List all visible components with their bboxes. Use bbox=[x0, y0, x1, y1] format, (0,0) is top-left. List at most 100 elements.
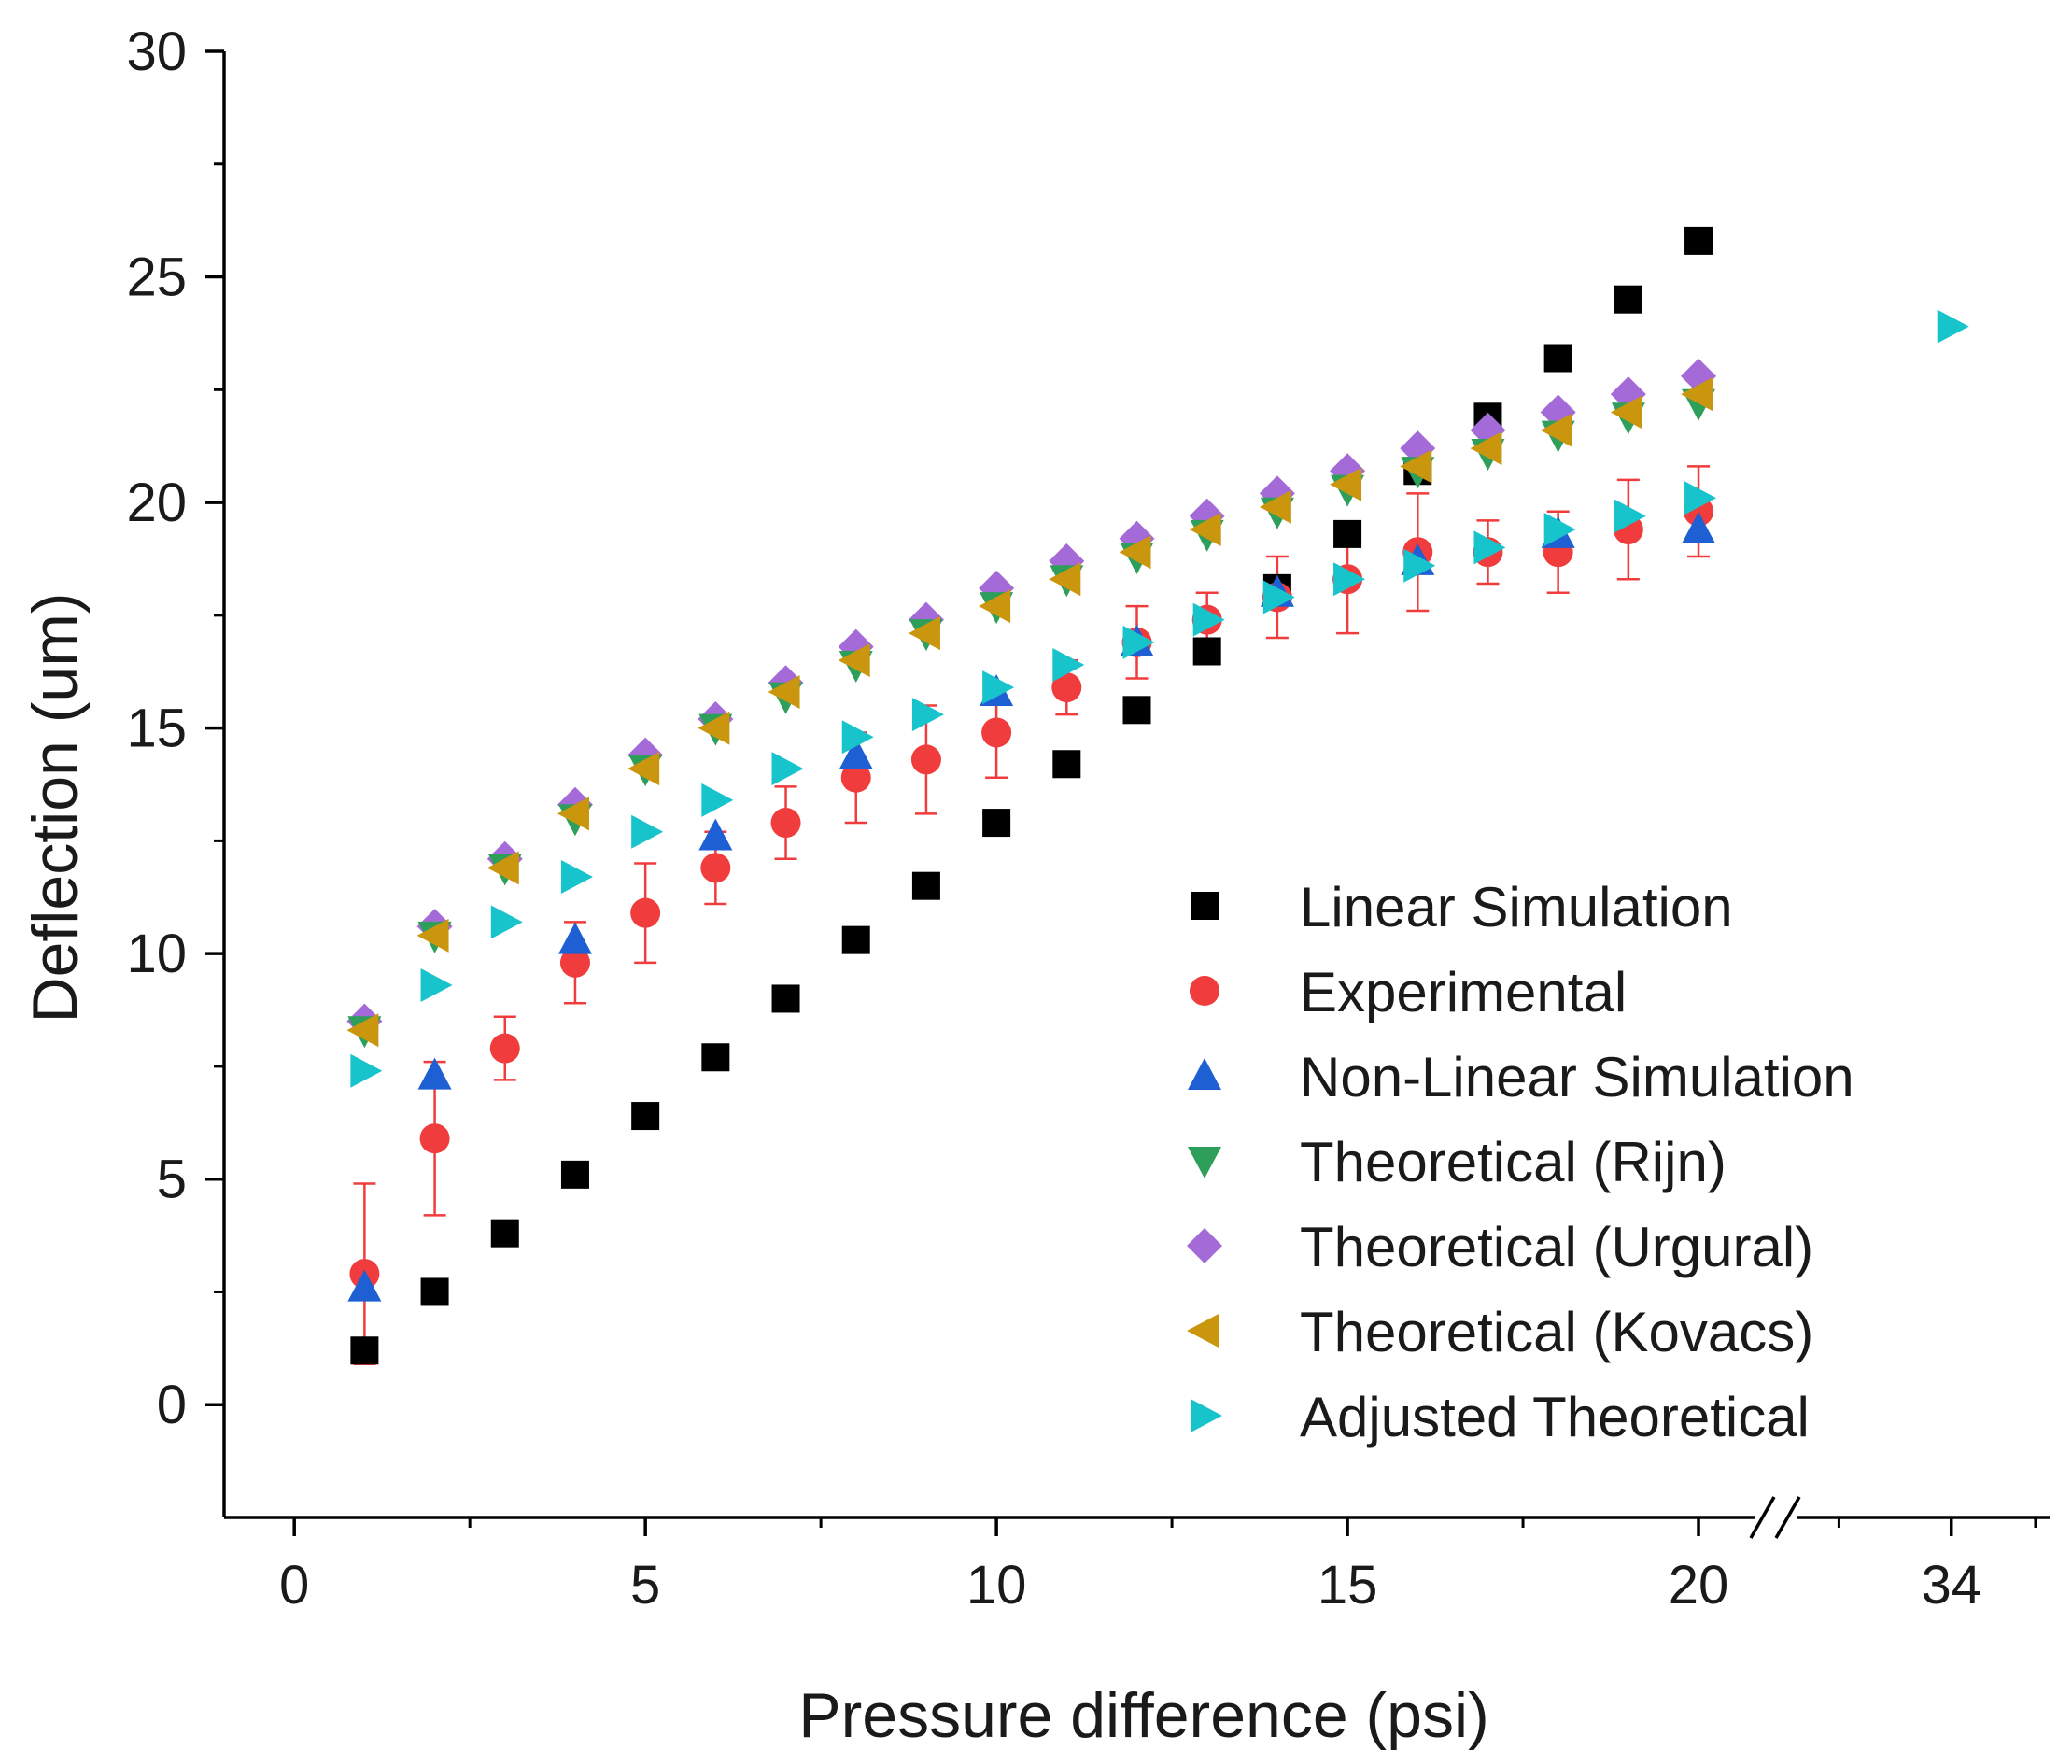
point-linear-simulation bbox=[982, 809, 1011, 838]
point-linear-simulation bbox=[631, 1102, 660, 1131]
y-axis-label: Deflection (um) bbox=[20, 592, 91, 1023]
axis-break-slash bbox=[1774, 1496, 1801, 1539]
point-theoretical-kovacs bbox=[1400, 449, 1432, 484]
point-theoretical-kovacs bbox=[979, 589, 1011, 624]
point-linear-simulation bbox=[490, 1219, 519, 1248]
point-linear-simulation bbox=[560, 1160, 589, 1189]
point-adjusted-theoretical bbox=[1192, 602, 1225, 637]
point-adjusted-theoretical bbox=[1122, 625, 1155, 659]
legend-label-theoretical-kovacs: Theoretical (Kovacs) bbox=[1300, 1301, 1813, 1363]
legend-marker-theoretical-urgural bbox=[1187, 1228, 1222, 1263]
point-theoretical-kovacs bbox=[1540, 413, 1572, 447]
point-theoretical-kovacs bbox=[1189, 513, 1221, 547]
point-linear-simulation bbox=[1052, 750, 1081, 779]
data-markers bbox=[346, 226, 1969, 1365]
legend-label-non-linear-simulation: Non-Linear Simulation bbox=[1300, 1046, 1854, 1108]
axis-break-slash bbox=[1749, 1496, 1776, 1539]
point-theoretical-kovacs bbox=[908, 616, 940, 651]
point-linear-simulation bbox=[1614, 285, 1642, 314]
legend-marker-theoretical-kovacs bbox=[1187, 1314, 1219, 1348]
legend-label-experimental: Experimental bbox=[1300, 961, 1627, 1023]
legend-marker-linear-simulation bbox=[1191, 892, 1219, 920]
point-linear-simulation bbox=[911, 871, 940, 900]
point-linear-simulation bbox=[771, 984, 800, 1013]
point-experimental bbox=[1051, 672, 1082, 703]
ticks-layer: 0 5 10 15 20 25 30 0 5 10 15 20 34 bbox=[126, 21, 2037, 1616]
y-tick-label: 25 bbox=[126, 247, 187, 308]
point-adjusted-theoretical bbox=[841, 720, 874, 755]
y-tick-label: 10 bbox=[126, 924, 187, 984]
point-adjusted-theoretical bbox=[490, 905, 523, 939]
y-tick-label: 20 bbox=[126, 473, 187, 533]
x-tick-label: 20 bbox=[1669, 1555, 1729, 1616]
point-linear-simulation bbox=[350, 1336, 379, 1365]
point-linear-simulation bbox=[1192, 637, 1221, 666]
point-theoretical-kovacs bbox=[486, 851, 519, 885]
point-adjusted-theoretical bbox=[1937, 309, 1969, 344]
point-adjusted-theoretical bbox=[1403, 548, 1436, 583]
point-experimental bbox=[419, 1123, 450, 1154]
legend-marker-adjusted-theoretical bbox=[1191, 1399, 1222, 1432]
point-adjusted-theoretical bbox=[631, 814, 664, 849]
x-tick-label: 34 bbox=[1921, 1555, 1981, 1616]
legend: Linear Simulation Experimental Non-Linear … bbox=[1187, 876, 1854, 1448]
point-adjusted-theoretical bbox=[1543, 513, 1576, 547]
y-tick-label: 30 bbox=[126, 21, 187, 82]
legend-label-theoretical-rijn: Theoretical (Rijn) bbox=[1300, 1131, 1727, 1193]
point-linear-simulation bbox=[1333, 519, 1362, 548]
point-theoretical-kovacs bbox=[698, 711, 730, 745]
point-theoretical-kovacs bbox=[627, 752, 660, 786]
point-theoretical-kovacs bbox=[1610, 395, 1642, 430]
point-adjusted-theoretical bbox=[701, 783, 734, 817]
axes-frame bbox=[222, 51, 2050, 1519]
legend-marker-non-linear-simulation bbox=[1188, 1058, 1221, 1090]
x-tick-label: 10 bbox=[966, 1555, 1027, 1616]
point-adjusted-theoretical bbox=[420, 967, 453, 1002]
legend-marker-experimental bbox=[1190, 976, 1219, 1006]
point-theoretical-kovacs bbox=[1049, 562, 1081, 597]
point-experimental bbox=[840, 762, 871, 793]
point-experimental bbox=[910, 744, 941, 775]
point-theoretical-kovacs bbox=[1681, 377, 1713, 412]
point-theoretical-kovacs bbox=[557, 797, 589, 831]
point-theoretical-kovacs bbox=[1330, 467, 1362, 501]
x-tick-label: 0 bbox=[279, 1555, 309, 1616]
legend-label-theoretical-urgural: Theoretical (Urgural) bbox=[1300, 1216, 1813, 1278]
point-theoretical-kovacs bbox=[416, 918, 449, 953]
point-adjusted-theoretical bbox=[982, 670, 1015, 705]
x-tick-label: 5 bbox=[630, 1555, 660, 1616]
point-experimental bbox=[489, 1033, 520, 1064]
point-adjusted-theoretical bbox=[1262, 580, 1295, 614]
legend-marker-theoretical-rijn bbox=[1188, 1147, 1221, 1178]
point-adjusted-theoretical bbox=[1684, 481, 1717, 515]
point-adjusted-theoretical bbox=[350, 1053, 383, 1088]
point-adjusted-theoretical bbox=[560, 860, 593, 895]
point-theoretical-kovacs bbox=[768, 674, 800, 709]
x-tick-label: 15 bbox=[1318, 1555, 1378, 1616]
legend-label-linear-simulation: Linear Simulation bbox=[1300, 876, 1733, 938]
point-non-linear-simulation bbox=[698, 818, 733, 851]
point-non-linear-simulation bbox=[347, 1269, 382, 1302]
point-theoretical-kovacs bbox=[1470, 431, 1502, 466]
point-non-linear-simulation bbox=[557, 922, 592, 954]
point-adjusted-theoretical bbox=[1333, 562, 1366, 597]
point-non-linear-simulation bbox=[417, 1057, 452, 1090]
y-tick-label: 15 bbox=[126, 699, 187, 759]
point-linear-simulation bbox=[420, 1277, 449, 1306]
point-experimental bbox=[700, 853, 731, 883]
point-experimental bbox=[770, 808, 801, 839]
point-theoretical-kovacs bbox=[346, 1013, 379, 1048]
x-axis-label: Pressure difference (psi) bbox=[798, 1680, 1489, 1751]
point-linear-simulation bbox=[1122, 696, 1151, 725]
point-theoretical-kovacs bbox=[1119, 535, 1151, 570]
point-adjusted-theoretical bbox=[1473, 530, 1506, 565]
axis-break-mark bbox=[1749, 1496, 1801, 1539]
point-linear-simulation bbox=[1543, 344, 1572, 373]
point-experimental bbox=[981, 717, 1012, 748]
point-experimental bbox=[630, 897, 661, 928]
point-linear-simulation bbox=[1684, 226, 1713, 255]
point-theoretical-kovacs bbox=[1259, 489, 1291, 524]
